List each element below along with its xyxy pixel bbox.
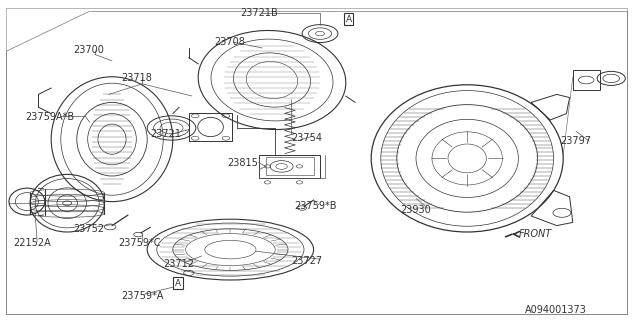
Text: 23759A*B: 23759A*B [26,112,75,122]
Text: 23759*A: 23759*A [122,291,164,301]
Text: 23815: 23815 [227,158,258,168]
Text: 23759*B: 23759*B [294,201,337,212]
Text: 23721B: 23721B [240,8,278,18]
Text: A: A [175,279,181,288]
Text: 23752: 23752 [74,224,105,234]
Bar [259,155,320,178]
Bar [189,113,232,141]
Text: A094001373: A094001373 [525,305,587,316]
Text: 23930: 23930 [400,204,431,215]
Text: 23700: 23700 [74,44,104,55]
Text: 23721: 23721 [150,129,181,140]
Text: 23718: 23718 [122,73,152,84]
Bar [573,70,600,90]
Text: FRONT: FRONT [518,229,552,239]
Text: 23708: 23708 [214,36,245,47]
Text: 22152A: 22152A [13,238,51,248]
Text: 23759*C: 23759*C [118,238,161,248]
Text: 23727: 23727 [291,256,323,266]
Text: A: A [346,15,352,24]
Bar [266,157,314,175]
Text: 23754: 23754 [291,132,322,143]
Text: 23797: 23797 [560,136,591,146]
Text: 23712: 23712 [163,259,194,269]
